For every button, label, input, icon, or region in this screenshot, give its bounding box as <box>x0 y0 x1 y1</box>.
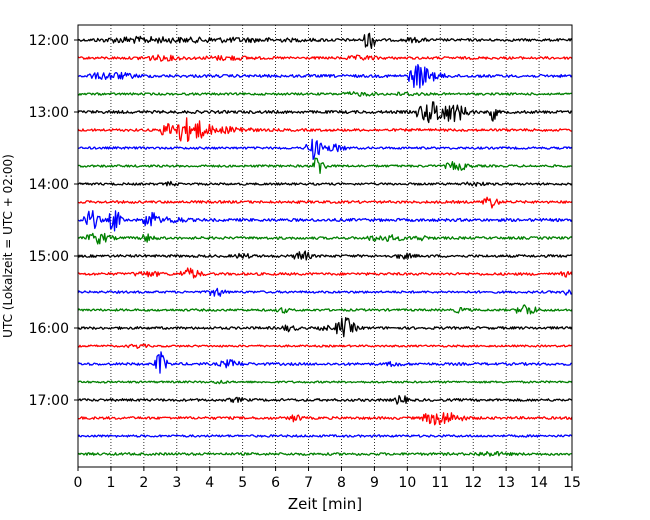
trace-line <box>77 157 573 174</box>
x-tick-label: 8 <box>337 475 346 491</box>
trace-line <box>77 210 573 232</box>
trace-line <box>77 54 573 62</box>
x-tick-label: 13 <box>497 475 515 491</box>
x-tick-label: 9 <box>370 475 379 491</box>
trace-line <box>77 91 573 97</box>
y-axis-ticks: 12:00 13:00 14:00 15:00 16:00 17:00 <box>29 33 78 409</box>
x-axis-ticks: 0 1 2 3 4 5 6 7 8 9 10 11 12 13 14 15 <box>74 467 581 491</box>
trace-line <box>77 287 573 297</box>
x-tick-label: 0 <box>74 475 83 491</box>
trace-group <box>77 32 573 457</box>
y-tick-label: 14:00 <box>29 177 69 193</box>
trace-line <box>77 379 573 385</box>
trace-line <box>77 317 573 338</box>
x-tick-label: 10 <box>398 475 416 491</box>
y-tick-label: 15:00 <box>29 249 69 265</box>
trace-line <box>77 351 573 374</box>
x-axis-label: Zeit [min] <box>288 495 362 513</box>
trace-line <box>77 412 573 426</box>
trace-line <box>77 63 573 89</box>
x-tick-label: 2 <box>139 475 148 491</box>
x-tick-label: 3 <box>172 475 181 491</box>
x-tick-label: 11 <box>431 475 449 491</box>
x-tick-label: 7 <box>304 475 313 491</box>
trace-line <box>77 138 573 160</box>
trace-line <box>77 395 573 405</box>
trace-line <box>77 267 573 279</box>
trace-line <box>77 232 573 245</box>
trace-line <box>77 450 573 457</box>
trace-line <box>77 32 573 50</box>
y-tick-label: 16:00 <box>29 321 69 337</box>
trace-line <box>77 180 573 187</box>
x-tick-label: 5 <box>238 475 247 491</box>
trace-line <box>77 117 573 143</box>
trace-line <box>77 250 573 261</box>
trace-line <box>77 101 573 124</box>
x-tick-label: 14 <box>530 475 548 491</box>
x-tick-label: 12 <box>464 475 482 491</box>
x-tick-label: 15 <box>563 475 581 491</box>
y-axis-label: UTC (Lokalzeit = UTC + 02:00) <box>1 154 15 338</box>
x-tick-label: 6 <box>271 475 280 491</box>
x-tick-label: 4 <box>205 475 214 491</box>
y-tick-label: 17:00 <box>29 393 69 409</box>
x-tick-label: 1 <box>106 475 115 491</box>
trace-line <box>77 196 573 209</box>
trace-line <box>77 304 573 315</box>
plot-frame <box>77 24 573 468</box>
trace-line <box>77 434 573 438</box>
y-tick-label: 12:00 <box>29 33 69 49</box>
y-tick-label: 13:00 <box>29 105 69 121</box>
trace-line <box>77 343 573 349</box>
